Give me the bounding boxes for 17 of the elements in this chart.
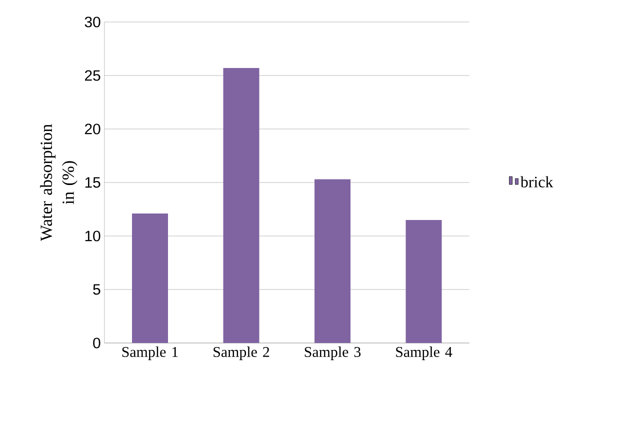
y-tick-label: 25: [84, 70, 100, 81]
bar: [223, 68, 260, 343]
x-tick-label: Sample 3: [304, 346, 361, 360]
y-tick-label: 5: [93, 284, 100, 295]
bar: [132, 214, 168, 343]
y-axis-title: Water absorption in (%): [40, 124, 78, 242]
y-tick-label: 15: [85, 177, 100, 188]
x-tick-label: Sample 1: [122, 346, 178, 360]
y-tick-label: 10: [85, 230, 100, 242]
bar: [314, 179, 350, 343]
legend-label: brick: [520, 176, 554, 188]
y-tick-label: 0: [93, 338, 100, 348]
x-tick-label: Sample 2: [214, 346, 270, 360]
y-tick-label: 20: [84, 124, 100, 134]
x-tick-label: Sample 4: [396, 346, 452, 360]
bar: [406, 220, 442, 343]
y-tick-label: 30: [84, 16, 100, 28]
